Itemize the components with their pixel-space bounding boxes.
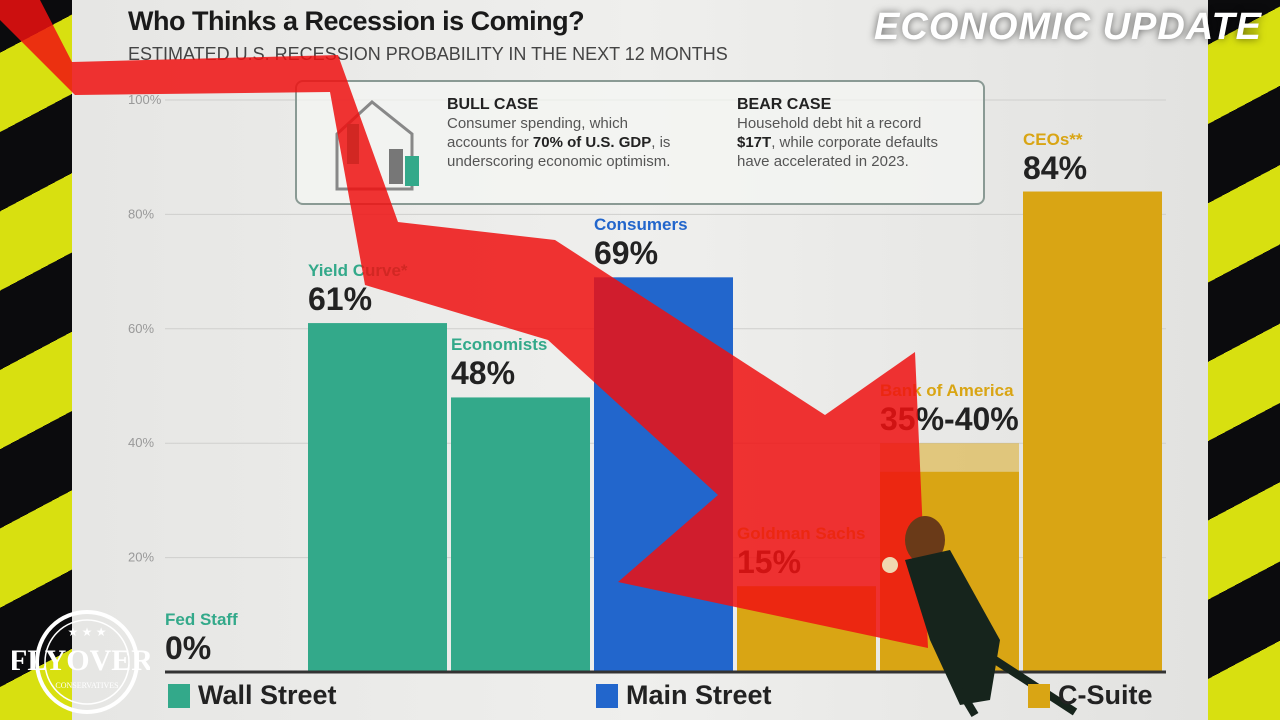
category-label: Fed Staff (165, 610, 238, 629)
y-tick-label: 80% (128, 206, 154, 221)
bar-label: Consumers 69% (594, 215, 688, 272)
bear-case-text: $17T, while corporate defaults (737, 134, 938, 151)
svg-text:★ ★ ★: ★ ★ ★ (68, 625, 107, 639)
legend-swatch (596, 683, 618, 708)
y-tick-label: 20% (128, 550, 154, 565)
svg-text:FLYOVER: FLYOVER (12, 644, 150, 677)
value-label: 0% (165, 630, 212, 666)
value-label: 84% (1023, 149, 1088, 186)
bar-label: Economists 48% (451, 335, 547, 392)
chart-legend: Wall Street Main Street C-Suite (168, 680, 1168, 714)
bar-ceos- (1023, 191, 1162, 672)
category-label: Yield Curve* (308, 261, 408, 281)
legend-label: Main Street (626, 680, 772, 710)
svg-text:CONSERVATIVES: CONSERVATIVES (55, 681, 118, 690)
value-label: 61% (308, 281, 373, 318)
bar-economists (451, 397, 590, 672)
y-tick-label: 100% (128, 92, 162, 107)
bull-case: BULL CASE Consumer spending, which accou… (447, 96, 670, 171)
legend-item: C-Suite (1028, 680, 1153, 711)
bear-case: BEAR CASE Household debt hit a record $1… (737, 96, 938, 171)
bar-label: CEOs** 84% (1023, 130, 1087, 187)
bear-case-title: BEAR CASE (737, 96, 832, 113)
bar-label: Fed Staff 0% (165, 610, 238, 667)
value-label: 35%-40% (880, 401, 1019, 438)
economic-update-banner: ECONOMIC UPDATE (874, 6, 1262, 48)
flyover-logo: FLYOVER CONSERVATIVES ★ ★ ★ (12, 608, 150, 716)
legend-swatch (1028, 683, 1050, 708)
bar-yield-curve- (308, 323, 447, 672)
bull-case-title: BULL CASE (447, 96, 539, 113)
value-label: 69% (594, 235, 659, 272)
bear-case-text: have accelerated in 2023. (737, 153, 909, 170)
y-tick-label: 60% (128, 321, 154, 336)
legend-item: Main Street (596, 680, 772, 711)
legend-swatch (168, 683, 190, 708)
bear-case-text: Household debt hit a record (737, 115, 922, 132)
legend-label: Wall Street (198, 680, 337, 710)
category-label: CEOs** (1023, 129, 1083, 149)
bar-label: Yield Curve* 61% (308, 261, 408, 318)
bar-label: Goldman Sachs 15% (737, 524, 865, 581)
bar-consumers (594, 277, 733, 672)
y-tick-label: 40% (128, 435, 154, 450)
value-label: 15% (737, 544, 802, 581)
category-label: Goldman Sachs (737, 524, 866, 544)
callout-box: BULL CASE Consumer spending, which accou… (295, 80, 985, 205)
bull-case-text: underscoring economic optimism. (447, 153, 671, 170)
bull-case-text: Consumer spending, which (447, 115, 628, 132)
legend-item: Wall Street (168, 680, 337, 711)
category-label: Bank of America (880, 381, 1014, 401)
bar-label: Bank of America 35%-40% (880, 381, 1019, 438)
category-label: Consumers (594, 215, 688, 235)
bull-case-text: accounts for 70% of U.S. GDP, is (447, 134, 671, 151)
value-label: 48% (451, 355, 516, 392)
legend-label: C-Suite (1058, 680, 1153, 710)
bar-range-low (880, 471, 1019, 672)
bar-goldman-sachs (737, 586, 876, 672)
house-money-icon (317, 94, 427, 194)
category-label: Economists (451, 335, 548, 355)
